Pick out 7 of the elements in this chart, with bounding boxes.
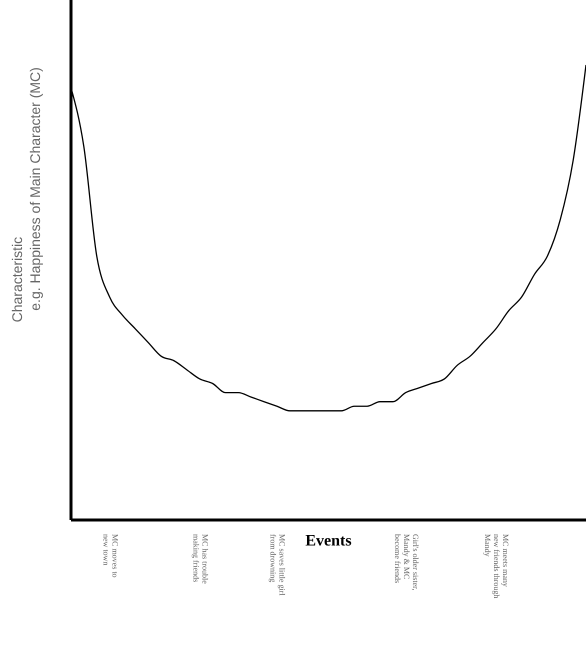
- x-axis-title: Events: [305, 532, 352, 550]
- y-axis-title: Characteristic e.g. Happiness of Main Character (MC): [9, 67, 43, 322]
- x-tick-label: MC has trouble making friends: [191, 534, 210, 584]
- x-tick-label: MC saves little girl from drowning: [268, 534, 287, 596]
- x-tick-label: MC moves to new town: [101, 534, 120, 578]
- x-tick-label: MC meets many new friends through Mandy: [483, 534, 510, 598]
- x-tick-label: Girl's older sister, Mandy & MC become friends: [392, 534, 420, 590]
